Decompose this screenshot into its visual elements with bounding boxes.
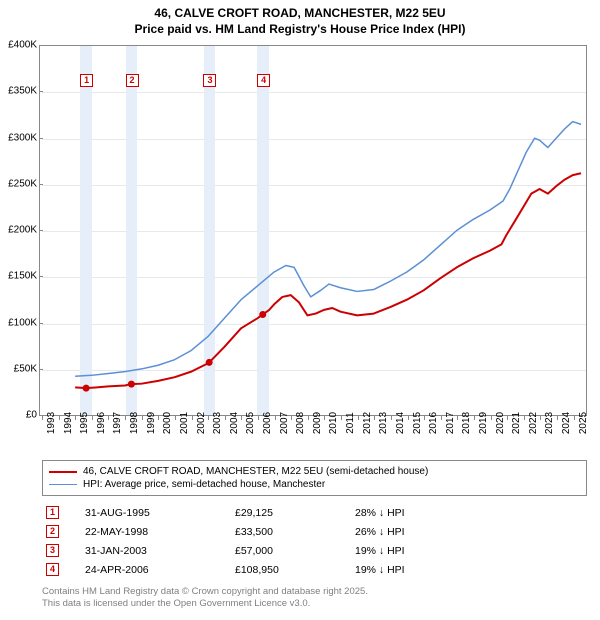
sale-point (206, 359, 213, 366)
x-tick-label: 2010 (328, 412, 339, 434)
x-tick-label: 2020 (495, 412, 506, 434)
x-tick-label: 2018 (461, 412, 472, 434)
x-tick-label: 1997 (112, 412, 123, 434)
x-tick-label: 2011 (345, 412, 356, 434)
series-line (75, 122, 581, 377)
sales-row-price: £33,500 (235, 526, 355, 538)
sales-row-diff: 19% ↓ HPI (355, 564, 405, 576)
sale-point (83, 385, 90, 392)
legend-label: HPI: Average price, semi-detached house,… (83, 479, 325, 490)
x-tick-label: 2013 (378, 412, 389, 434)
sales-row-marker: 3 (46, 544, 59, 557)
y-tick-label: £200K (8, 225, 37, 236)
sales-row-diff: 26% ↓ HPI (355, 526, 405, 538)
y-tick-label: £100K (8, 317, 37, 328)
x-tick-label: 1994 (63, 412, 74, 434)
footer: Contains HM Land Registry data © Crown c… (42, 586, 368, 610)
x-tick-label: 2004 (229, 412, 240, 434)
sales-row-date: 31-AUG-1995 (85, 507, 235, 519)
y-tick-label: £0 (26, 410, 37, 421)
sale-marker-box: 3 (203, 74, 216, 87)
sales-row: 1 31-AUG-1995£29,12528% ↓ HPI (42, 503, 587, 522)
x-tick-label: 2012 (362, 412, 373, 434)
legend-swatch (49, 471, 77, 473)
x-tick-label: 2016 (428, 412, 439, 434)
footer-line1: Contains HM Land Registry data © Crown c… (42, 586, 368, 598)
sales-table: 1 31-AUG-1995£29,12528% ↓ HPI 2 22-MAY-1998… (42, 503, 587, 579)
chart-container: 46, CALVE CROFT ROAD, MANCHESTER, M22 5E… (0, 0, 600, 620)
sales-row-date: 31-JAN-2003 (85, 545, 235, 557)
sales-row-price: £108,950 (235, 564, 355, 576)
chart-area: 1 2 3 4 (42, 45, 587, 415)
sales-row-marker: 1 (46, 506, 59, 519)
sales-row: 2 22-MAY-1998£33,50026% ↓ HPI (42, 522, 587, 541)
y-tick-label: £250K (8, 178, 37, 189)
title-block: 46, CALVE CROFT ROAD, MANCHESTER, M22 5E… (0, 0, 600, 37)
footer-line2: This data is licensed under the Open Gov… (42, 598, 368, 610)
sale-point (128, 381, 135, 388)
x-tick-label: 2001 (179, 412, 190, 434)
y-tick-label: £150K (8, 271, 37, 282)
sale-point (259, 311, 266, 318)
x-tick-label: 2019 (478, 412, 489, 434)
legend-label: 46, CALVE CROFT ROAD, MANCHESTER, M22 5E… (83, 466, 428, 477)
x-tick-label: 1998 (129, 412, 140, 434)
x-tick-label: 2007 (279, 412, 290, 434)
y-tick-label: £350K (8, 86, 37, 97)
y-axis: £0£50K£100K£150K£200K£250K£300K£350K£400… (0, 45, 40, 415)
sales-row-marker: 2 (46, 525, 59, 538)
x-tick-label: 2003 (212, 412, 223, 434)
title-line1: 46, CALVE CROFT ROAD, MANCHESTER, M22 5E… (0, 6, 600, 22)
y-tick-label: £300K (8, 132, 37, 143)
x-tick-label: 2021 (511, 412, 522, 434)
x-tick-label: 2017 (445, 412, 456, 434)
x-tick-label: 2022 (528, 412, 539, 434)
x-tick-label: 2009 (312, 412, 323, 434)
sales-row-diff: 19% ↓ HPI (355, 545, 405, 557)
y-tick-label: £400K (8, 40, 37, 51)
legend-row: 46, CALVE CROFT ROAD, MANCHESTER, M22 5E… (49, 465, 580, 478)
x-axis: 1993 1994 1995 1996 1997 1998 1999 2000 2001 2002… (42, 415, 587, 455)
sale-marker-box: 2 (126, 74, 139, 87)
sales-row-date: 24-APR-2006 (85, 564, 235, 576)
x-tick-label: 1995 (79, 412, 90, 434)
x-tick-label: 2000 (162, 412, 173, 434)
sale-marker-box: 4 (257, 74, 270, 87)
legend-row: HPI: Average price, semi-detached house,… (49, 478, 580, 491)
y-tick-label: £50K (14, 363, 37, 374)
x-tick-label: 2015 (412, 412, 423, 434)
x-tick-label: 2014 (395, 412, 406, 434)
sales-row-price: £29,125 (235, 507, 355, 519)
x-tick-label: 2005 (245, 412, 256, 434)
x-tick-label: 1996 (96, 412, 107, 434)
sales-row: 4 24-APR-2006£108,95019% ↓ HPI (42, 560, 587, 579)
x-tick-label: 2002 (196, 412, 207, 434)
sales-row: 3 31-JAN-2003£57,00019% ↓ HPI (42, 541, 587, 560)
x-tick-label: 1993 (46, 412, 57, 434)
x-tick-label: 2025 (578, 412, 589, 434)
sales-row-diff: 28% ↓ HPI (355, 507, 405, 519)
sale-marker-box: 1 (80, 74, 93, 87)
x-tick-label: 2023 (544, 412, 555, 434)
x-tick-label: 2006 (262, 412, 273, 434)
x-tick-label: 2008 (295, 412, 306, 434)
x-tick-label: 1999 (146, 412, 157, 434)
series-line (75, 173, 581, 388)
sales-row-price: £57,000 (235, 545, 355, 557)
sales-row-date: 22-MAY-1998 (85, 526, 235, 538)
x-tick-label: 2024 (561, 412, 572, 434)
title-line2: Price paid vs. HM Land Registry's House … (0, 22, 600, 38)
sales-row-marker: 4 (46, 563, 59, 576)
plot-svg (42, 46, 586, 415)
legend: 46, CALVE CROFT ROAD, MANCHESTER, M22 5E… (42, 460, 587, 496)
legend-swatch (49, 484, 77, 486)
